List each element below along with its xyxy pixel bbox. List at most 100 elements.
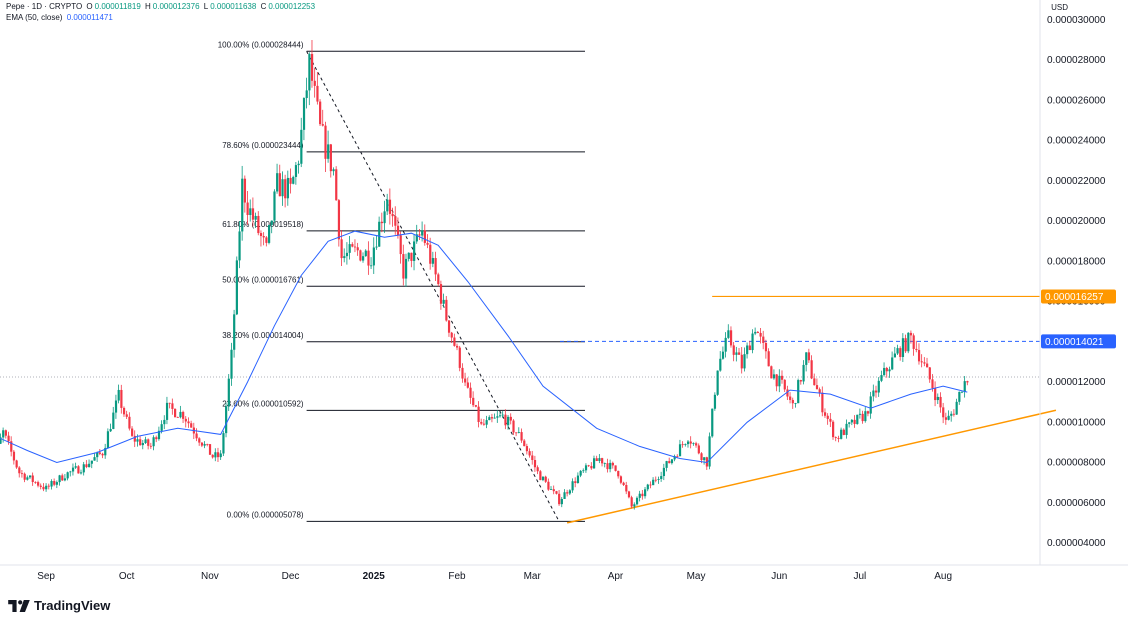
candle-body[interactable]	[286, 177, 290, 199]
candle-body[interactable]	[531, 455, 534, 461]
candle-body[interactable]	[375, 246, 378, 248]
candle-body[interactable]	[563, 492, 566, 500]
candle-body[interactable]	[327, 144, 330, 159]
candle-body[interactable]	[670, 459, 674, 464]
candle-body[interactable]	[891, 357, 894, 370]
candle-body[interactable]	[678, 444, 682, 457]
candle-body[interactable]	[692, 443, 695, 445]
candle-body[interactable]	[50, 481, 53, 487]
candle-body[interactable]	[920, 361, 923, 363]
candle-body[interactable]	[367, 250, 370, 266]
candle-body[interactable]	[509, 416, 512, 421]
candle-body[interactable]	[144, 439, 147, 444]
candle-body[interactable]	[321, 124, 324, 126]
candle-body[interactable]	[404, 258, 408, 279]
candle-body[interactable]	[147, 439, 150, 446]
candle-body[interactable]	[195, 433, 198, 439]
candle-body[interactable]	[721, 351, 725, 359]
candle-body[interactable]	[380, 221, 384, 224]
candle-body[interactable]	[523, 440, 526, 447]
support-trendline[interactable]	[566, 409, 1057, 524]
candle-body[interactable]	[681, 444, 684, 446]
candle-body[interactable]	[947, 415, 950, 420]
candle-body[interactable]	[69, 471, 72, 473]
candle-body[interactable]	[743, 354, 746, 369]
candle-body[interactable]	[778, 375, 781, 387]
candle-body[interactable]	[270, 220, 273, 225]
symbol-label[interactable]: Pepe · 1D · CRYPTO	[6, 2, 83, 11]
candle-body[interactable]	[810, 360, 813, 379]
candle-body[interactable]	[950, 413, 953, 416]
candle-body[interactable]	[592, 458, 596, 469]
candle-body[interactable]	[413, 241, 416, 261]
candle-body[interactable]	[439, 284, 443, 304]
candle-body[interactable]	[456, 345, 459, 348]
candle-body[interactable]	[735, 352, 738, 355]
candle-body[interactable]	[362, 256, 365, 261]
candle-body[interactable]	[695, 443, 698, 446]
candle-body[interactable]	[335, 169, 338, 201]
candle-body[interactable]	[0, 437, 2, 444]
candle-body[interactable]	[160, 424, 163, 431]
candle-body[interactable]	[243, 178, 247, 203]
candle-body[interactable]	[23, 473, 26, 480]
candle-body[interactable]	[55, 482, 59, 485]
candle-body[interactable]	[391, 213, 394, 217]
candle-body[interactable]	[211, 454, 214, 458]
candle-body[interactable]	[353, 246, 357, 248]
candle-body[interactable]	[488, 417, 491, 421]
candle-body[interactable]	[431, 258, 435, 264]
candle-body[interactable]	[611, 462, 614, 466]
candle-body[interactable]	[504, 414, 507, 426]
candle-body[interactable]	[58, 475, 61, 483]
candle-body[interactable]	[496, 416, 499, 418]
candle-body[interactable]	[780, 375, 784, 380]
candle-body[interactable]	[845, 423, 848, 435]
candle-body[interactable]	[848, 422, 851, 424]
candle-body[interactable]	[944, 417, 948, 420]
candle-body[interactable]	[550, 489, 553, 491]
candle-body[interactable]	[289, 177, 292, 184]
candle-body[interactable]	[356, 247, 359, 251]
candle-body[interactable]	[474, 405, 478, 407]
candle-body[interactable]	[936, 396, 939, 401]
candle-body[interactable]	[864, 411, 867, 422]
candle-body[interactable]	[775, 374, 778, 387]
candle-body[interactable]	[931, 379, 934, 389]
candle-body[interactable]	[861, 413, 864, 422]
candle-body[interactable]	[536, 467, 539, 472]
candle-body[interactable]	[128, 416, 131, 429]
candle-body[interactable]	[292, 176, 295, 184]
candle-body[interactable]	[512, 420, 515, 433]
candle-body[interactable]	[26, 477, 29, 480]
candle-body[interactable]	[15, 460, 18, 468]
candle-body[interactable]	[477, 406, 480, 422]
candle-body[interactable]	[635, 497, 639, 505]
candle-body[interactable]	[7, 435, 10, 442]
candle-body[interactable]	[278, 173, 281, 197]
candle-body[interactable]	[711, 408, 714, 437]
candle-body[interactable]	[520, 432, 523, 441]
candle-body[interactable]	[219, 453, 222, 458]
candle-body[interactable]	[552, 489, 555, 492]
candle-body[interactable]	[90, 460, 93, 464]
candle-body[interactable]	[200, 442, 204, 446]
candle-body[interactable]	[598, 458, 601, 461]
candle-body[interactable]	[273, 191, 276, 221]
candle-body[interactable]	[729, 330, 733, 346]
candle-body[interactable]	[12, 451, 16, 461]
candle-body[interactable]	[899, 348, 902, 357]
candle-body[interactable]	[39, 485, 42, 487]
candle-body[interactable]	[74, 466, 77, 468]
candle-body[interactable]	[601, 458, 604, 464]
candle-body[interactable]	[359, 250, 362, 261]
candle-body[interactable]	[568, 490, 572, 494]
candle-body[interactable]	[823, 412, 827, 416]
candle-body[interactable]	[20, 473, 24, 475]
candle-body[interactable]	[337, 200, 341, 240]
candle-body[interactable]	[208, 444, 212, 455]
candle-body[interactable]	[928, 367, 931, 380]
candle-body[interactable]	[633, 504, 636, 507]
candle-body[interactable]	[88, 463, 91, 468]
